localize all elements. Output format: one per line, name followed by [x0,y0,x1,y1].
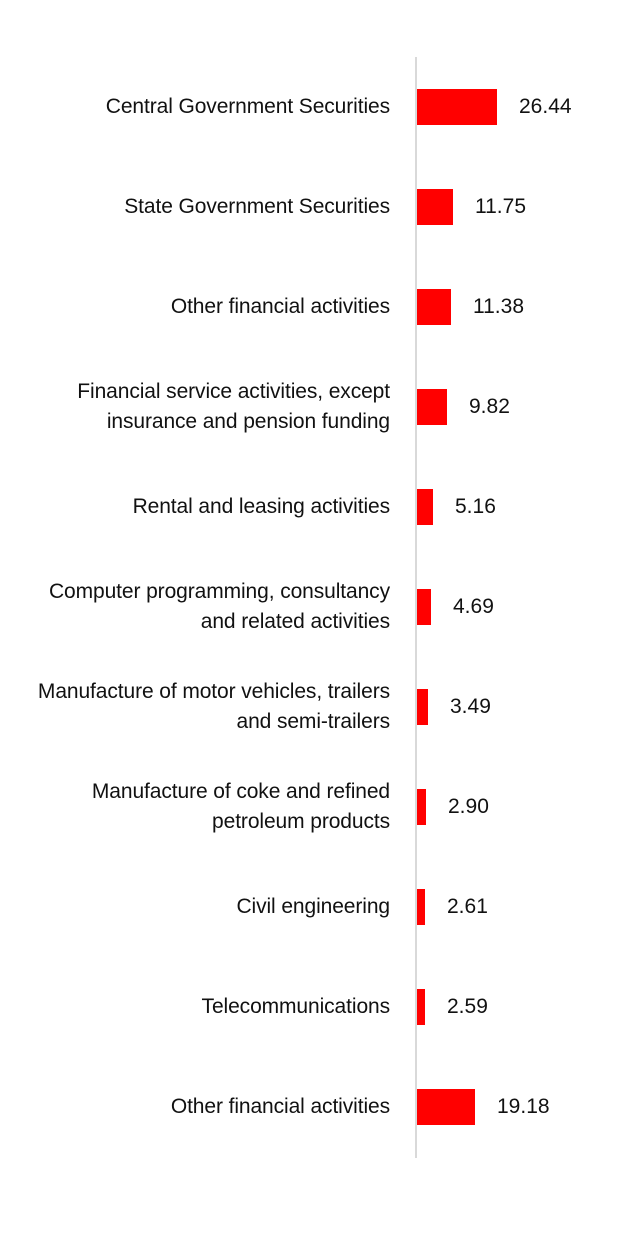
value-label: 19.18 [497,1095,550,1118]
bar [417,1089,475,1125]
value-label: 11.38 [473,295,524,318]
bar [417,589,431,625]
category-label: Manufacture of coke and refined petroleu… [91,780,390,833]
bar [417,689,428,725]
category-label: Computer programming, consultancy and re… [48,580,390,633]
bar [417,789,426,825]
value-label: 2.59 [447,995,488,1018]
bar [417,389,447,425]
value-label: 2.90 [448,795,489,818]
bar [417,89,497,125]
value-label: 3.49 [450,695,491,718]
bar [417,489,433,525]
value-label: 9.82 [469,395,510,418]
category-label: Rental and leasing activities [132,495,391,518]
category-label: Other financial activities [170,1095,390,1118]
bar [417,989,425,1025]
bar [417,289,451,325]
category-label: Financial service activities, except ins… [77,380,390,433]
value-label: 11.75 [475,195,526,218]
value-label: 26.44 [519,95,572,118]
category-label: Other financial activities [170,295,390,318]
category-label: Civil engineering [236,895,390,918]
category-label: State Government Securities [124,195,390,218]
category-label: Manufacture of motor vehicles, trailers … [37,680,390,733]
value-label: 2.61 [447,895,488,918]
value-label: 5.16 [455,495,496,518]
bar [417,189,453,225]
y-axis-line [415,57,417,1158]
value-label: 4.69 [453,595,494,618]
bar [417,889,425,925]
category-label: Telecommunications [201,995,391,1018]
category-label: Central Government Securities [105,95,390,118]
